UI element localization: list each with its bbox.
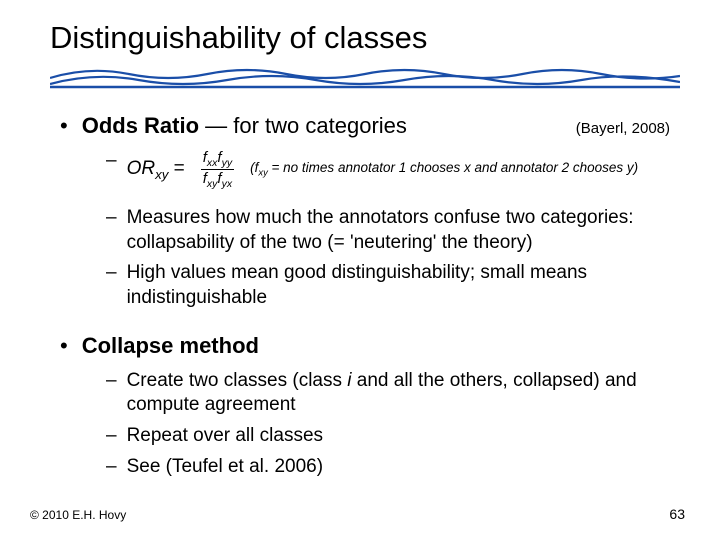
formula-var: OR [127,158,156,179]
dash-icon: – [106,369,117,394]
bullet-create-classes: – Create two classes (class i and all th… [106,369,670,418]
bullet-measures: – Measures how much the annotators confu… [106,206,670,255]
high-values-text: High values mean good distinguishability… [127,261,670,310]
repeat-text: Repeat over all classes [127,424,670,449]
slide-title: Distinguishability of classes [50,20,680,56]
footer-copyright: © 2010 E.H. Hovy [30,508,126,522]
odds-ratio-rest: — for two categories [199,113,407,138]
dash-icon: – [106,424,117,449]
bullet-see-ref: – See (Teufel et al. 2006) [106,455,670,480]
formula-lhs: ORxy = [127,158,185,182]
slide: Distinguishability of classes • Odds Rat… [0,0,720,540]
content-area: • Odds Ratio — for two categories (Bayer… [50,113,680,480]
bullet-high-values: – High values mean good distinguishabili… [106,261,670,310]
b0-pre: Create two classes (class [127,370,348,391]
bullet-collapse-method: • Collapse method [60,333,670,359]
odds-ratio-bold: Odds Ratio [82,113,199,138]
dash-icon: – [106,261,117,286]
wave-divider [50,62,680,90]
bullet-odds-ratio: • Odds Ratio — for two categories (Bayer… [60,113,670,139]
fraction-numerator: fxxfyy [201,149,234,169]
bullet-repeat: – Repeat over all classes [106,424,670,449]
odds-ratio-sublist: – ORxy = fxxfyy fxyfyx (fxy = no times a… [60,149,670,311]
dash-icon: – [106,149,117,174]
formula-sub: xy [155,166,168,181]
fraction-denominator: fxyfyx [201,170,234,190]
collapse-sublist: – Create two classes (class i and all th… [60,369,670,480]
note-sub: xy [258,168,267,179]
formula-fraction: fxxfyy fxyfyx [201,149,234,190]
collapse-method-label: Collapse method [82,333,259,359]
formula-eq: = [168,158,184,179]
formula-note: (fxy = no times annotator 1 chooses x an… [250,160,638,179]
citation-bayerl: (Bayerl, 2008) [576,120,670,137]
page-number: 63 [669,506,685,522]
measures-text: Measures how much the annotators confuse… [127,206,670,255]
bullet-dot-icon: • [60,333,68,359]
odds-ratio-label: Odds Ratio — for two categories [82,113,407,139]
formula-row: – ORxy = fxxfyy fxyfyx (fxy = no times a… [106,149,670,190]
note-rest: = no times annotator 1 chooses x and ann… [268,160,638,175]
create-classes-text: Create two classes (class i and all the … [127,369,670,418]
dash-icon: – [106,206,117,231]
see-ref-text: See (Teufel et al. 2006) [127,455,670,480]
dash-icon: – [106,455,117,480]
bullet-dot-icon: • [60,113,68,139]
